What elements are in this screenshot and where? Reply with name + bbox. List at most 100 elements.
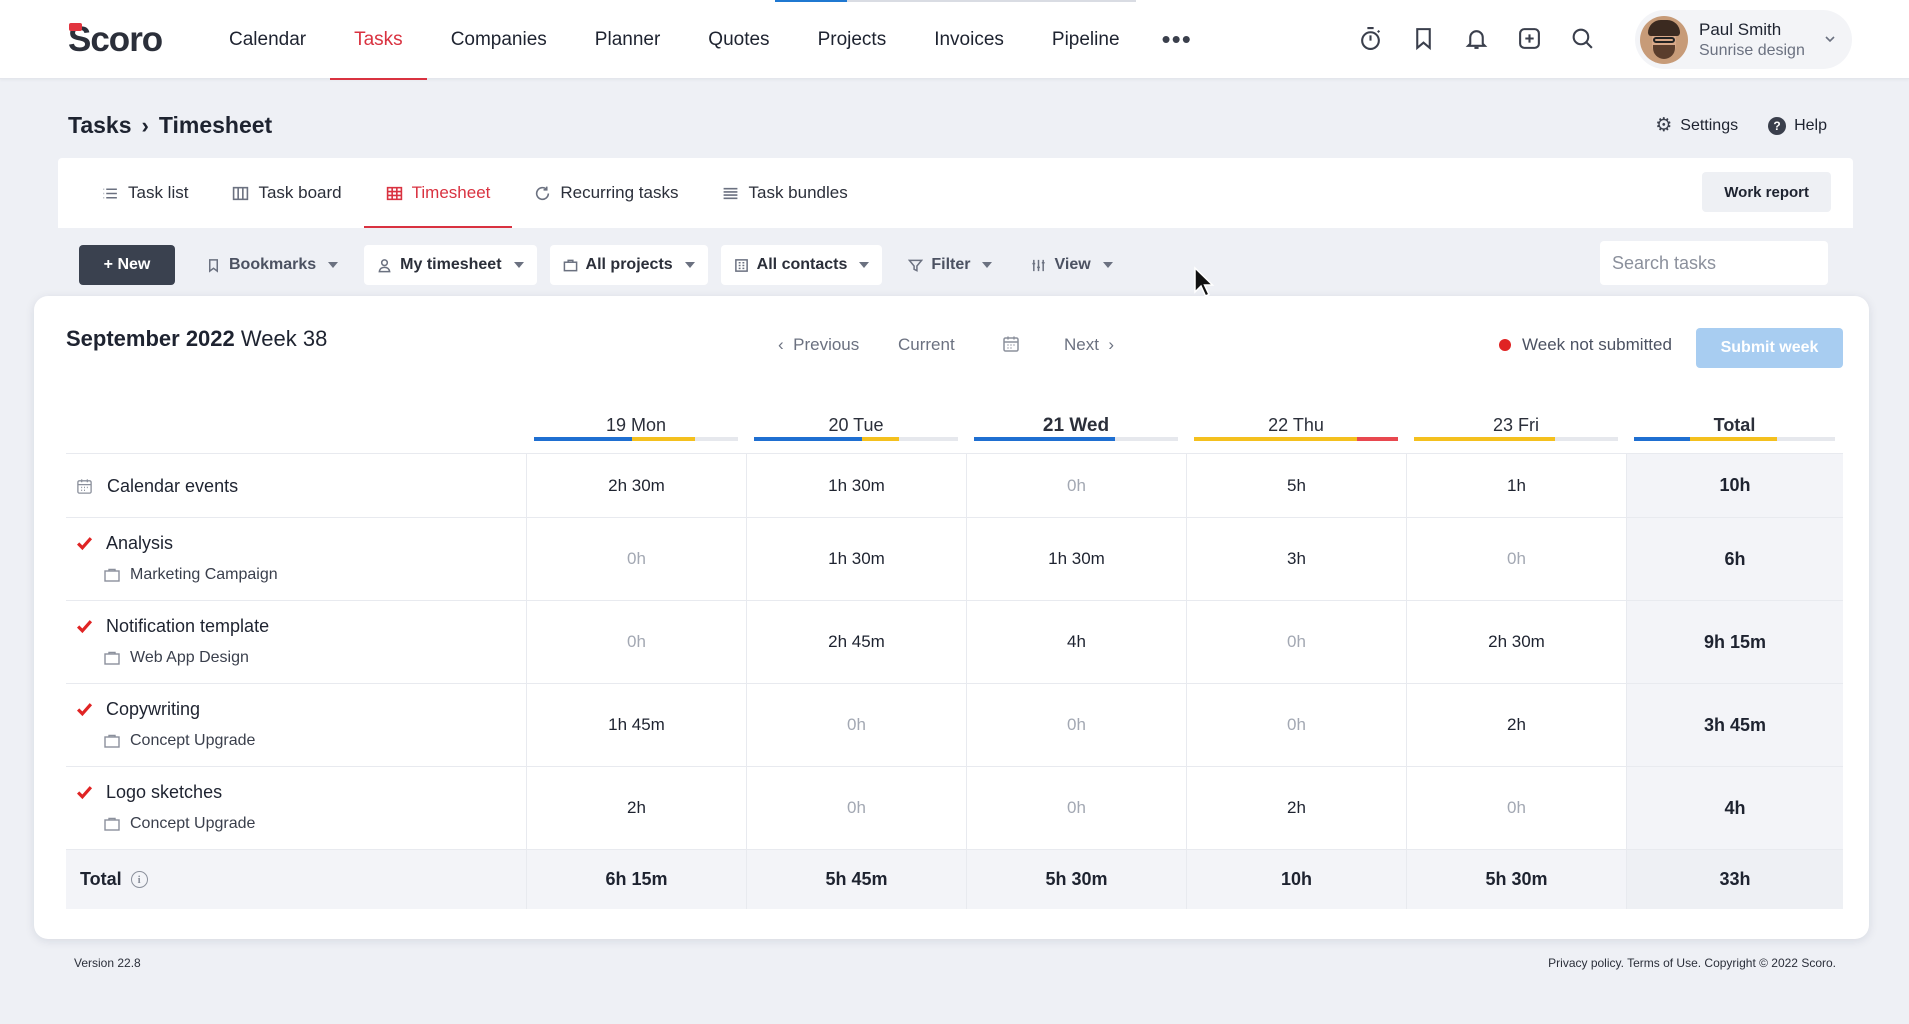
search-tasks-input[interactable] — [1600, 241, 1828, 285]
my-timesheet-dropdown[interactable]: My timesheet — [364, 245, 537, 285]
day-total-cell: 5h 45m — [746, 850, 966, 909]
time-cell[interactable]: 1h 30m — [966, 518, 1186, 600]
nav-item-calendar[interactable]: Calendar — [229, 28, 307, 50]
calendar-picker-icon[interactable] — [1002, 335, 1064, 358]
time-cell[interactable]: 0h — [526, 518, 746, 600]
time-cell[interactable]: 0h — [1186, 601, 1406, 683]
next-week-button[interactable]: Next › — [1064, 335, 1115, 354]
time-cell[interactable]: 1h 45m — [526, 684, 746, 766]
totals-row: Total i 6h 15m 5h 45m 5h 30m 10h 5h 30m … — [66, 850, 1843, 909]
time-cell[interactable]: 0h — [746, 767, 966, 849]
loading-progress-line — [775, 0, 1136, 2]
tab-task-list[interactable]: Task list — [80, 158, 210, 228]
bookmark-icon[interactable] — [1407, 22, 1440, 55]
all-projects-dropdown[interactable]: All projects — [549, 245, 708, 285]
time-cell[interactable]: 1h 30m — [746, 454, 966, 517]
day-total-cell: 10h — [1186, 850, 1406, 909]
stopwatch-icon[interactable] — [1354, 22, 1387, 55]
work-report-button[interactable]: Work report — [1702, 172, 1831, 212]
nav-item-companies[interactable]: Companies — [450, 28, 547, 50]
time-cell[interactable]: 0h — [1186, 684, 1406, 766]
nav-item-quotes[interactable]: Quotes — [708, 28, 770, 50]
day-total-cell: 5h 30m — [1406, 850, 1626, 909]
filter-icon — [908, 258, 924, 273]
time-cell[interactable]: 0h — [966, 454, 1186, 517]
task-title[interactable]: Notification template — [76, 616, 269, 637]
info-icon[interactable]: i — [130, 871, 148, 888]
task-title[interactable]: Copywriting — [76, 699, 200, 720]
user-menu[interactable]: Paul Smith Sunrise design — [1635, 10, 1852, 69]
breadcrumb-tasks[interactable]: Tasks — [68, 112, 132, 138]
task-project[interactable]: Marketing Campaign — [104, 566, 278, 584]
time-cell[interactable]: 5h — [1186, 454, 1406, 517]
user-name: Paul Smith — [1699, 19, 1782, 39]
time-cell[interactable]: 2h — [1186, 767, 1406, 849]
status-dot — [1499, 339, 1511, 351]
avatar — [1640, 15, 1688, 64]
submit-week-button[interactable]: Submit week — [1696, 328, 1843, 368]
bookmarks-dropdown[interactable]: Bookmarks — [193, 245, 351, 285]
time-cell[interactable]: 2h 30m — [526, 454, 746, 517]
time-cell[interactable]: 0h — [746, 684, 966, 766]
time-cell[interactable]: 2h 30m — [1406, 601, 1626, 683]
day-header-tue: 20 Tue — [746, 398, 966, 453]
bookmark-icon — [206, 258, 221, 273]
time-cell[interactable]: 0h — [966, 767, 1186, 849]
tab-task-bundles[interactable]: Task bundles — [700, 158, 869, 228]
totals-label: Total i — [66, 850, 526, 909]
time-cell[interactable]: 0h — [526, 601, 746, 683]
new-button[interactable]: + New — [79, 245, 175, 285]
user-company: Sunrise design — [1699, 41, 1805, 59]
more-menu-button[interactable]: ••• — [1161, 24, 1192, 54]
time-cell[interactable]: 4h — [966, 601, 1186, 683]
help-button[interactable]: ? Help — [1768, 114, 1827, 137]
help-icon: ? — [1768, 116, 1787, 135]
day-header-thu: 22 Thu — [1186, 398, 1406, 453]
folder-icon — [104, 734, 120, 748]
bundle-icon — [722, 185, 739, 202]
time-cell[interactable]: 0h — [1406, 518, 1626, 600]
top-navigation-bar: Scoro Calendar Tasks Companies Planner Q… — [0, 0, 1909, 80]
time-cell[interactable]: 2h — [1406, 684, 1626, 766]
nav-item-planner[interactable]: Planner — [594, 28, 661, 50]
task-project[interactable]: Web App Design — [104, 649, 249, 667]
tab-task-board[interactable]: Task board — [210, 158, 363, 228]
current-week-button[interactable]: Current — [898, 335, 955, 354]
week-progress-bar — [1634, 437, 1835, 441]
legal-links[interactable]: Privacy policy. Terms of Use. Copyright … — [1548, 956, 1836, 970]
time-cell[interactable]: 3h — [1186, 518, 1406, 600]
time-cell[interactable]: 0h — [966, 684, 1186, 766]
time-cell[interactable]: 1h — [1406, 454, 1626, 517]
time-cell[interactable]: 0h — [1406, 767, 1626, 849]
task-title[interactable]: Logo sketches — [76, 782, 222, 803]
nav-item-tasks[interactable]: Tasks — [330, 0, 427, 80]
time-cell[interactable]: 1h 30m — [746, 518, 966, 600]
task-project[interactable]: Concept Upgrade — [104, 732, 255, 750]
time-cell[interactable]: 2h 45m — [746, 601, 966, 683]
page-title: Timesheet — [158, 112, 273, 138]
task-project[interactable]: Concept Upgrade — [104, 815, 255, 833]
day-header-total: Total — [1626, 398, 1843, 453]
status-label: Week not submitted — [1522, 335, 1672, 354]
chevron-down-icon — [1824, 32, 1836, 44]
nav-item-pipeline[interactable]: Pipeline — [1051, 28, 1120, 50]
scoro-logo[interactable]: Scoro — [68, 20, 163, 59]
filter-dropdown[interactable]: Filter — [895, 245, 1005, 285]
day-progress-bar — [1414, 437, 1618, 441]
nav-item-projects[interactable]: Projects — [817, 28, 887, 50]
bell-icon[interactable] — [1460, 22, 1493, 55]
time-cell[interactable]: 2h — [526, 767, 746, 849]
task-title[interactable]: Analysis — [76, 533, 173, 554]
settings-button[interactable]: ⚙ Settings — [1655, 115, 1739, 136]
table-row: Logo sketches Concept Upgrade 2h 0h 0h 2… — [66, 767, 1843, 850]
tab-timesheet[interactable]: Timesheet — [363, 158, 513, 228]
search-icon[interactable] — [1566, 22, 1599, 55]
nav-item-invoices[interactable]: Invoices — [934, 28, 1004, 50]
building-icon — [734, 258, 749, 273]
previous-week-button[interactable]: ‹ Previous — [778, 335, 860, 354]
table-row: Calendar events 2h 30m 1h 30m 0h 5h 1h 1… — [66, 454, 1843, 518]
view-dropdown[interactable]: View — [1018, 245, 1125, 285]
add-square-icon[interactable] — [1513, 22, 1546, 55]
all-contacts-dropdown[interactable]: All contacts — [720, 245, 883, 285]
tab-recurring-tasks[interactable]: Recurring tasks — [512, 158, 700, 228]
